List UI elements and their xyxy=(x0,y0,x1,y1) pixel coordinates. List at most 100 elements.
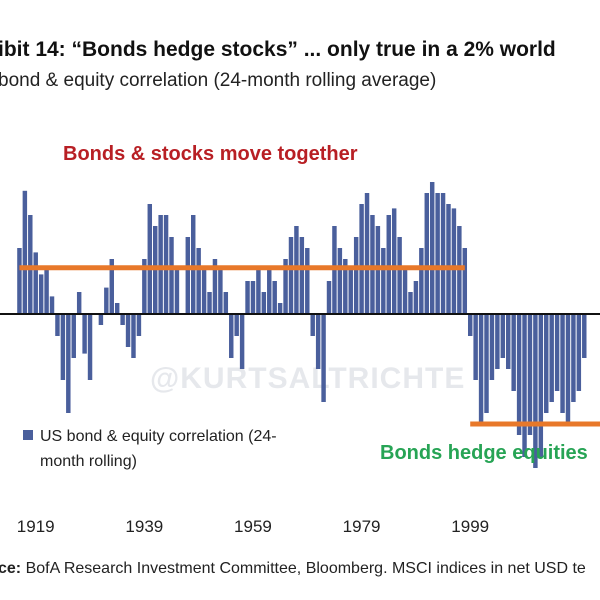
correlation-bar xyxy=(223,292,229,314)
source-note: ce: BofA Research Investment Committee, … xyxy=(0,560,586,578)
correlation-bar xyxy=(256,270,261,314)
correlation-bar xyxy=(391,208,397,314)
source-text: BofA Research Investment Committee, Bloo… xyxy=(21,560,586,577)
correlation-bar xyxy=(17,248,22,314)
correlation-bar xyxy=(245,281,250,314)
correlation-bar xyxy=(478,314,484,424)
correlation-bar xyxy=(495,314,500,369)
chart-title: ibit 14: “Bonds hedge stocks” ... only t… xyxy=(0,38,556,61)
correlation-bar xyxy=(120,314,125,325)
correlation-bar xyxy=(261,292,267,314)
correlation-bar xyxy=(424,193,429,314)
correlation-bar xyxy=(76,292,82,314)
correlation-bar xyxy=(169,237,174,314)
correlation-bar xyxy=(522,314,527,457)
correlation-bar xyxy=(267,270,272,314)
correlation-bar xyxy=(538,314,544,457)
x-tick-label: 1979 xyxy=(343,517,381,536)
correlation-bar xyxy=(234,314,239,336)
correlation-bar xyxy=(191,215,196,314)
x-tick-label: 1919 xyxy=(17,517,55,536)
correlation-bar xyxy=(353,237,359,314)
x-tick-label: 1959 xyxy=(234,517,272,536)
correlation-bar xyxy=(87,314,93,380)
correlation-bar xyxy=(147,204,153,314)
correlation-bar xyxy=(28,215,33,314)
correlation-bar xyxy=(163,215,169,314)
correlation-bar xyxy=(174,270,180,314)
legend-swatch xyxy=(23,430,33,440)
correlation-bar xyxy=(516,314,522,435)
correlation-bar xyxy=(207,292,212,314)
correlation-bar xyxy=(212,259,218,314)
correlation-bar xyxy=(142,259,147,314)
correlation-bar xyxy=(98,314,104,325)
correlation-bar xyxy=(527,314,533,435)
watermark-text: @KURTSALTRICHTE xyxy=(150,362,466,395)
correlation-bar xyxy=(310,314,315,336)
correlation-bar xyxy=(343,259,348,314)
correlation-bar xyxy=(158,215,163,314)
correlation-bar xyxy=(196,248,201,314)
correlation-bar xyxy=(549,314,554,402)
correlation-bar xyxy=(565,314,571,424)
correlation-bar xyxy=(359,204,364,314)
bonds-hedge-equities-label: Bonds hedge equities xyxy=(380,442,588,464)
correlation-bar xyxy=(288,237,294,314)
correlation-bar xyxy=(82,314,87,354)
correlation-bar xyxy=(544,314,549,413)
correlation-bar xyxy=(419,248,424,314)
correlation-bar xyxy=(435,193,440,314)
correlation-bar xyxy=(451,208,457,314)
correlation-bar xyxy=(576,314,582,391)
correlation-bar xyxy=(467,314,473,336)
correlation-bar xyxy=(49,296,55,314)
x-tick-label: 1999 xyxy=(451,517,489,536)
correlation-bar xyxy=(66,314,71,413)
correlation-bar xyxy=(582,314,587,358)
correlation-bar xyxy=(571,314,576,402)
correlation-bar xyxy=(125,314,131,347)
correlation-bar xyxy=(429,182,435,314)
correlation-bar xyxy=(408,292,413,314)
correlation-bar xyxy=(71,314,76,358)
correlation-bar xyxy=(560,314,565,413)
correlation-bar xyxy=(33,252,38,314)
correlation-bar xyxy=(38,274,44,314)
correlation-bar xyxy=(250,281,256,314)
correlation-bar xyxy=(305,248,310,314)
correlation-bar xyxy=(511,314,516,391)
correlation-bar xyxy=(440,193,446,314)
correlation-bar xyxy=(533,314,538,468)
correlation-bar xyxy=(44,270,49,314)
correlation-bar xyxy=(131,314,136,358)
correlation-bar xyxy=(500,314,506,358)
source-label: ce: xyxy=(0,560,22,577)
correlation-bar xyxy=(218,270,223,314)
correlation-bar xyxy=(60,314,66,380)
correlation-bar xyxy=(402,270,408,314)
legend-label-line1: US bond & equity correlation (24- xyxy=(40,428,277,445)
correlation-bar xyxy=(386,215,391,314)
correlation-bar xyxy=(370,215,375,314)
correlation-bar xyxy=(446,204,451,314)
correlation-bar xyxy=(104,287,109,314)
correlation-bar xyxy=(348,270,353,314)
correlation-bar xyxy=(337,248,343,314)
x-tick-label: 1939 xyxy=(125,517,163,536)
correlation-bar xyxy=(185,237,191,314)
correlation-bar xyxy=(489,314,495,380)
correlation-bar xyxy=(506,314,511,369)
correlation-bar xyxy=(326,281,332,314)
bonds-stocks-together-label: Bonds & stocks move together xyxy=(63,143,358,165)
correlation-bar xyxy=(239,314,245,369)
correlation-bar xyxy=(484,314,489,413)
correlation-bar xyxy=(283,259,288,314)
correlation-bar xyxy=(109,259,114,314)
correlation-bar xyxy=(229,314,234,358)
correlation-bar xyxy=(201,270,207,314)
correlation-bar xyxy=(397,237,402,314)
correlation-bar xyxy=(413,281,419,314)
correlation-bar xyxy=(55,314,60,336)
